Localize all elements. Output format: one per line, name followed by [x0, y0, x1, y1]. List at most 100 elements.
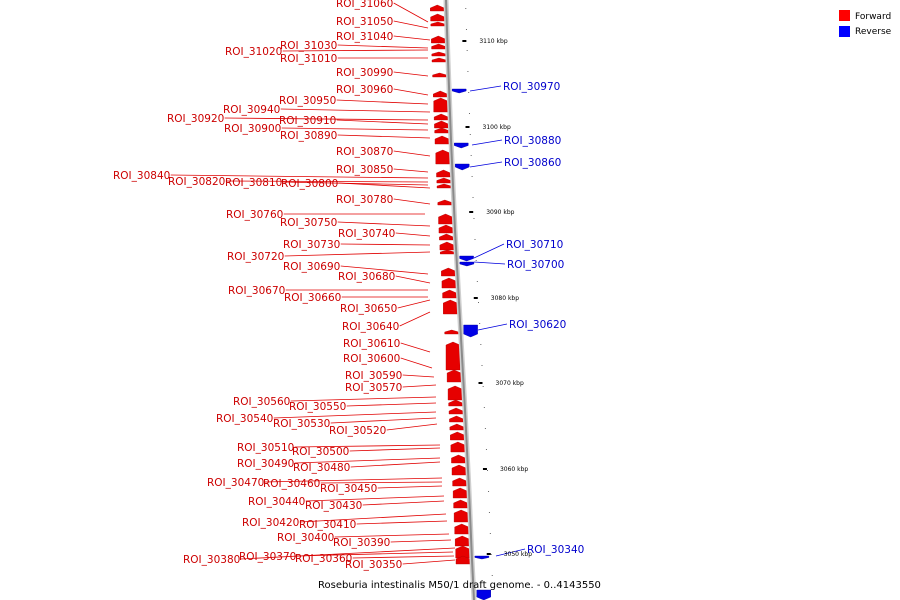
forward-feature — [433, 113, 449, 121]
reverse-feature-label: ROI_30710 — [506, 239, 563, 251]
forward-feature-label: ROI_30420 — [242, 517, 299, 529]
forward-connector — [402, 384, 437, 388]
forward-feature — [437, 199, 452, 206]
reverse-connector — [469, 161, 503, 168]
forward-connector — [377, 485, 443, 489]
minor-tick — [484, 428, 486, 429]
forward-feature — [441, 277, 457, 289]
forward-feature — [447, 385, 463, 401]
forward-feature-label: ROI_31060 — [336, 0, 393, 10]
forward-feature — [453, 499, 468, 509]
tick-layer: 3110 kbp 3100 kbp 3090 kbp 3080 kbp 3070 kbp… — [462, 8, 532, 576]
minor-tick — [468, 92, 470, 93]
forward-connector — [336, 119, 429, 125]
forward-connector — [340, 243, 431, 246]
forward-connector — [393, 198, 431, 205]
forward-feature-label: ROI_30760 — [226, 209, 283, 221]
forward-feature-label: ROI_30840 — [113, 170, 170, 182]
forward-connector — [282, 181, 429, 186]
forward-feature-label: ROI_30660 — [284, 292, 341, 304]
reverse-feature-label: ROI_30620 — [509, 319, 566, 331]
forward-feature-label: ROI_30510 — [237, 442, 294, 454]
forward-feature-label: ROI_30480 — [293, 462, 350, 474]
forward-connector — [264, 477, 443, 483]
minor-tick — [469, 134, 471, 135]
minor-tick — [487, 470, 488, 471]
forward-connector — [399, 311, 431, 327]
forward-connector — [280, 108, 431, 113]
forward-feature-label: ROI_30800 — [281, 178, 338, 190]
legend-forward-label: Forward — [855, 12, 891, 22]
forward-connector — [240, 547, 456, 560]
forward-connector — [356, 520, 448, 525]
forward-feature — [455, 555, 471, 565]
major-tick — [469, 211, 474, 213]
forward-feature-label: ROI_30380 — [183, 554, 240, 566]
forward-feature-label: ROI_30370 — [239, 551, 296, 563]
forward-feature-label: ROI_30610 — [343, 338, 400, 350]
tick-label: 3060 kbp — [500, 466, 528, 473]
forward-connector — [393, 2, 429, 23]
forward-feature — [454, 535, 470, 547]
forward-feature-label: ROI_30850 — [336, 164, 393, 176]
minor-tick — [485, 449, 487, 450]
reverse-connector — [473, 243, 505, 259]
forward-feature — [448, 399, 463, 407]
forward-feature — [452, 477, 467, 487]
forward-feature-label: ROI_30690 — [283, 261, 340, 273]
forward-feature — [430, 21, 445, 27]
forward-connector — [346, 402, 437, 407]
minor-tick — [480, 344, 482, 345]
forward-connector — [290, 396, 437, 402]
forward-feature — [434, 135, 450, 145]
forward-feature — [451, 464, 467, 476]
forward-feature — [442, 289, 457, 299]
forward-feature-label: ROI_30470 — [207, 477, 264, 489]
major-tick — [478, 382, 483, 384]
forward-feature-label: ROI_30920 — [167, 113, 224, 125]
major-tick — [462, 40, 467, 42]
map-caption: Roseburia intestinalis M50/1 draft genom… — [318, 580, 601, 591]
reverse-feature — [455, 163, 470, 171]
forward-feature-label: ROI_31030 — [280, 40, 337, 52]
reverse-feature — [454, 142, 469, 149]
forward-feature-label: ROI_30530 — [273, 418, 330, 430]
reverse-connector — [473, 261, 506, 265]
forward-connector — [225, 180, 429, 183]
forward-feature-label: ROI_30410 — [299, 519, 356, 531]
forward-feature-label: ROI_30500 — [292, 446, 349, 458]
forward-feature-label: ROI_31040 — [336, 31, 393, 43]
legend: Forward Reverse — [839, 10, 892, 37]
forward-connector — [393, 150, 431, 157]
forward-feature — [453, 509, 469, 523]
minor-tick — [465, 29, 467, 30]
reverse-feature-label: ROI_30880 — [504, 135, 561, 147]
tick-label: 3050 kbp — [504, 551, 532, 558]
minor-tick — [488, 491, 490, 492]
forward-connector — [400, 342, 431, 353]
forward-feature-label: ROI_30730 — [283, 239, 340, 251]
forward-feature — [440, 249, 455, 255]
tick-label: 3080 kbp — [491, 295, 519, 302]
forward-feature-label: ROI_30390 — [333, 537, 390, 549]
forward-feature — [450, 431, 465, 441]
forward-feature-label: ROI_30540 — [216, 413, 273, 425]
forward-connector — [350, 461, 441, 468]
tick-label: 3100 kbp — [483, 124, 511, 131]
forward-feature — [430, 13, 445, 22]
minor-tick — [481, 365, 483, 366]
forward-feature — [430, 4, 445, 12]
forward-feature-label: ROI_30820 — [168, 176, 225, 188]
reverse-feature — [459, 255, 474, 262]
minor-tick — [489, 533, 491, 534]
forward-feature — [436, 177, 451, 184]
forward-feature-label: ROI_30590 — [345, 370, 402, 382]
forward-connector — [294, 457, 441, 464]
major-tick — [465, 126, 470, 128]
forward-connector — [340, 265, 429, 275]
forward-feature-label: ROI_30650 — [340, 303, 397, 315]
legend-reverse-swatch — [839, 26, 850, 37]
forward-connector — [273, 411, 437, 419]
label-layer: ROI_31060ROI_31050ROI_31040ROI_31030ROI_… — [113, 0, 584, 571]
connector-layer — [170, 2, 526, 565]
